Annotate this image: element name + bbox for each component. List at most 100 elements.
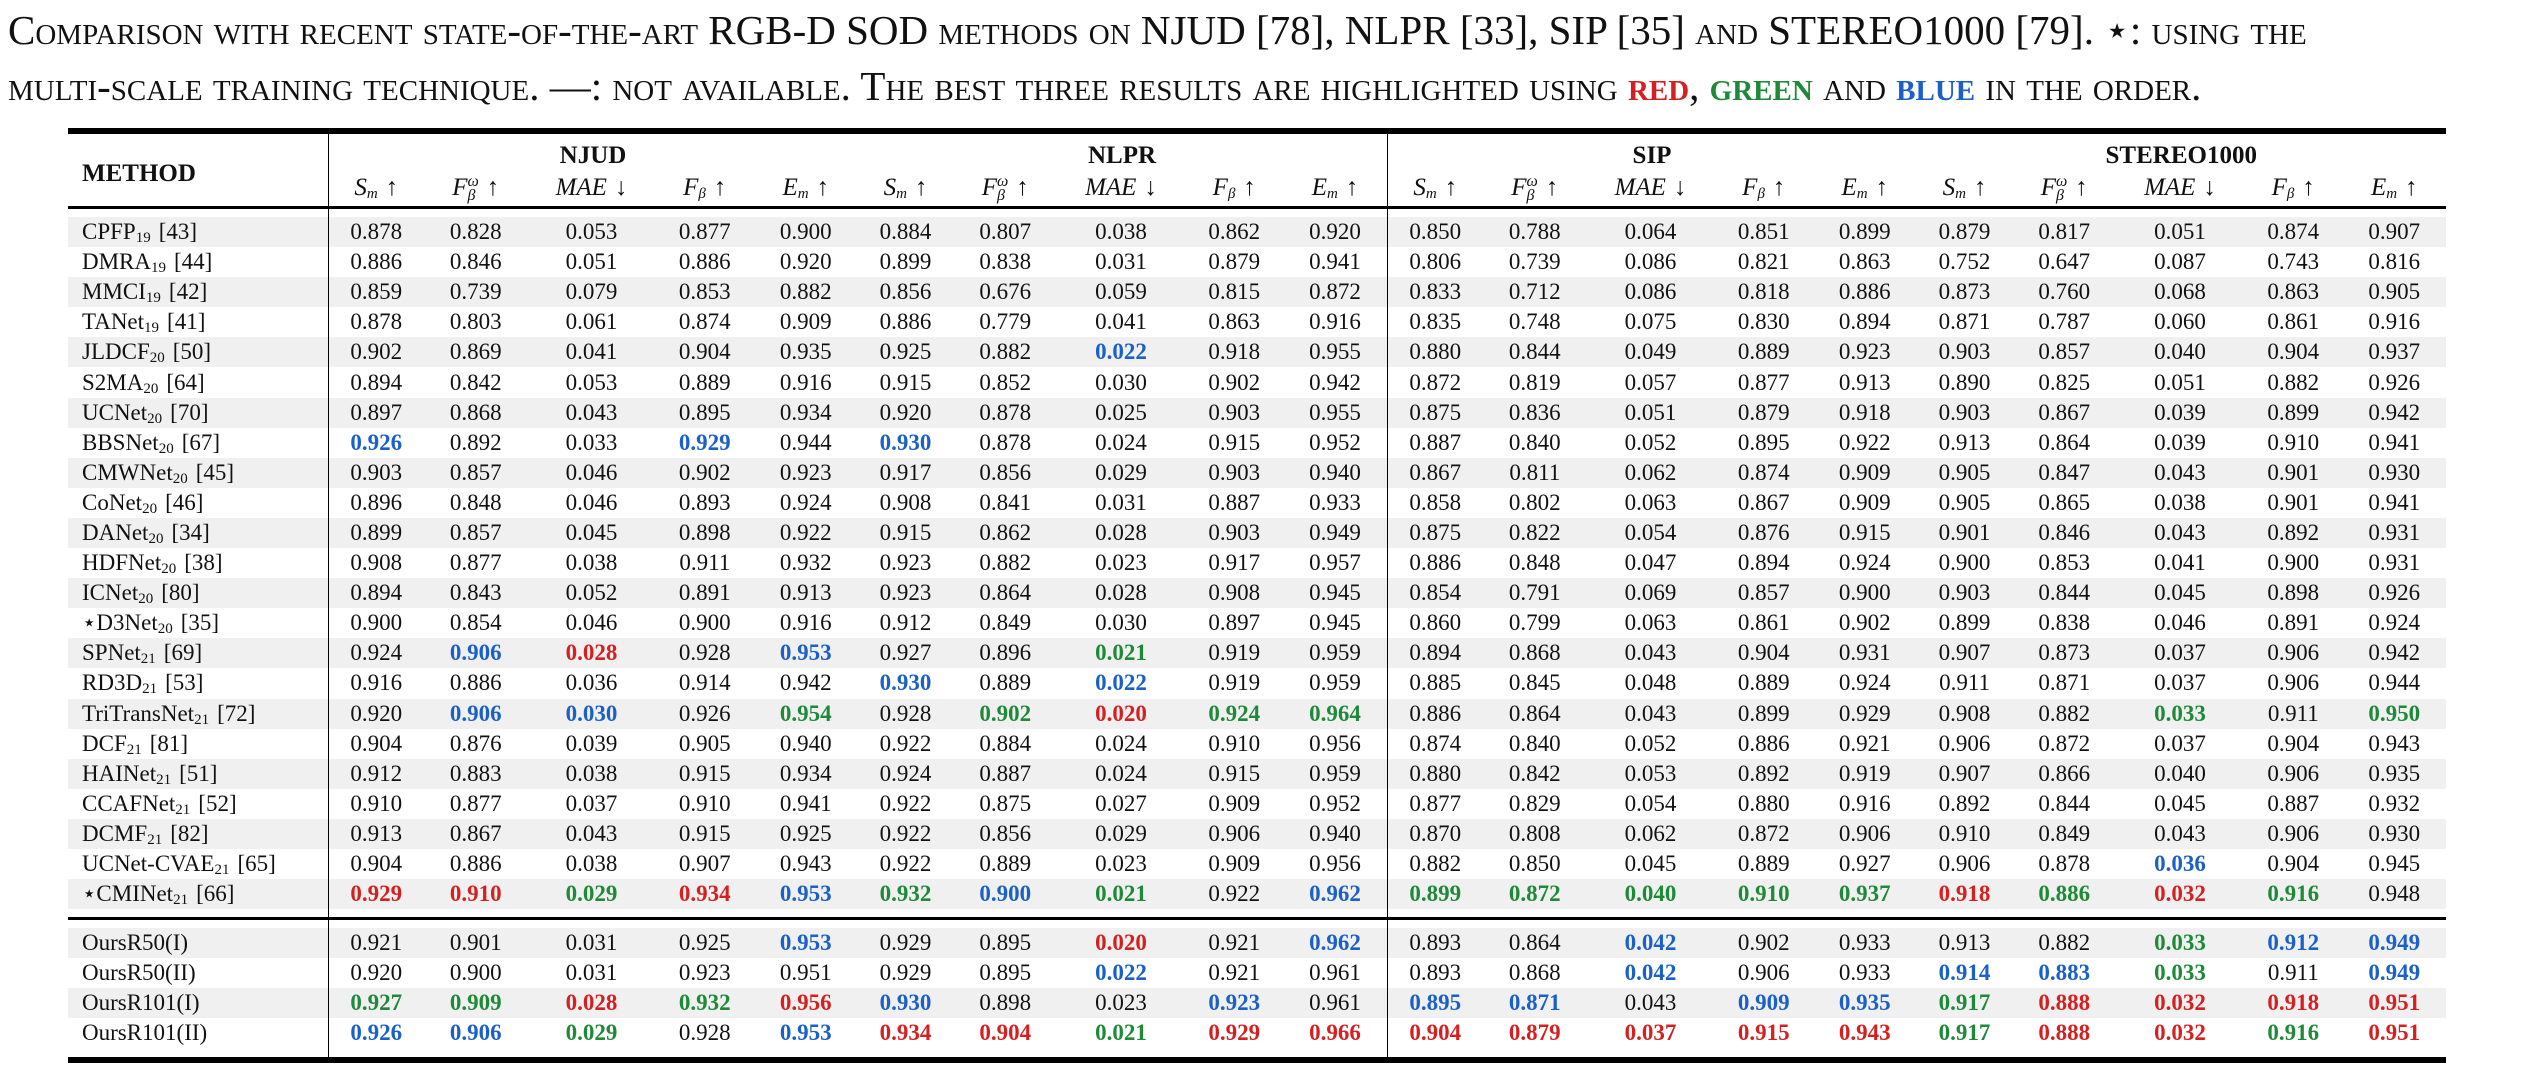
score-cell: 0.887 xyxy=(953,758,1057,789)
score-cell: 0.953 xyxy=(754,928,858,959)
metric-header: MAE ↓ xyxy=(1056,170,1186,209)
score-cell: 0.877 xyxy=(655,217,755,248)
score-cell: 0.952 xyxy=(1283,427,1388,458)
metric-header: Em ↑ xyxy=(1283,170,1388,209)
score-cell: 0.779 xyxy=(953,307,1057,338)
spacer-cell xyxy=(2012,1048,2116,1063)
score-cell: 0.941 xyxy=(754,788,858,819)
score-cell: 0.882 xyxy=(2012,928,2116,959)
score-cell: 0.944 xyxy=(754,427,858,458)
score-cell: 0.043 xyxy=(2115,818,2245,849)
method-name: CPFP19 [43] xyxy=(68,217,328,248)
method-reference: [66] xyxy=(196,881,235,907)
spacer-cell xyxy=(424,909,528,919)
score-cell: 0.910 xyxy=(1714,879,1814,910)
score-cell: 0.866 xyxy=(2012,758,2116,789)
spacer-cell xyxy=(68,207,328,217)
score-cell: 0.038 xyxy=(2115,487,2245,518)
metric-subscript: m xyxy=(366,186,378,202)
score-cell: 0.922 xyxy=(754,517,858,549)
spacer-cell xyxy=(527,909,656,919)
score-cell: 0.857 xyxy=(1714,578,1814,609)
score-cell: 0.021 xyxy=(1056,638,1186,669)
score-cell: 0.846 xyxy=(2012,517,2116,549)
score-cell: 0.047 xyxy=(1586,548,1715,579)
score-cell: 0.929 xyxy=(327,879,425,910)
up-arrow-icon: ↑ xyxy=(2075,174,2088,201)
score-cell: 0.874 xyxy=(2244,217,2343,248)
spacer-cell xyxy=(1916,1048,2013,1063)
score-cell: 0.918 xyxy=(1185,337,1284,368)
score-cell: 0.923 xyxy=(1185,988,1284,1019)
score-cell: 0.029 xyxy=(1056,818,1186,849)
method-name: CCAFNet21 [52] xyxy=(68,788,328,819)
caption-comma: , xyxy=(1689,63,1710,109)
method-reference: [52] xyxy=(198,790,237,816)
score-cell: 0.045 xyxy=(2115,578,2245,609)
metric-symbol: F xyxy=(1511,174,1527,201)
score-cell: 0.033 xyxy=(2115,958,2245,989)
score-cell: 0.889 xyxy=(953,848,1057,880)
score-cell: 0.864 xyxy=(1483,928,1587,959)
score-cell: 0.062 xyxy=(1586,818,1715,849)
score-cell: 0.904 xyxy=(327,848,425,880)
score-cell: 0.915 xyxy=(1185,427,1284,458)
score-cell: 0.942 xyxy=(754,668,858,699)
score-cell: 0.882 xyxy=(2012,698,2116,729)
metric-subscript: β xyxy=(1757,186,1765,202)
score-cell: 0.900 xyxy=(424,958,528,989)
up-arrow-icon: ↑ xyxy=(1016,174,1029,201)
score-cell: 0.903 xyxy=(1185,397,1284,428)
method-label: DCF xyxy=(82,730,127,756)
score-cell: 0.872 xyxy=(2012,728,2116,759)
score-cell: 0.926 xyxy=(327,427,425,458)
method-label: UCNet xyxy=(82,399,148,425)
metric-symbol: E xyxy=(782,174,798,201)
score-cell: 0.878 xyxy=(953,427,1057,458)
score-cell: 0.030 xyxy=(1056,608,1186,639)
score-cell: 0.802 xyxy=(1483,487,1587,518)
score-cell: 0.852 xyxy=(953,367,1057,398)
score-cell: 0.932 xyxy=(655,988,755,1019)
score-cell: 0.903 xyxy=(1916,397,2013,428)
score-cell: 0.886 xyxy=(424,668,528,699)
spacer-cell xyxy=(1813,207,1917,217)
table-row: S2MA20 [64] 0.894 0.842 0.053 0.889 0.916 0.915… xyxy=(68,367,2446,398)
method-label: OursR101(I) xyxy=(82,990,200,1016)
spacer-cell xyxy=(2012,909,2116,919)
score-cell: 0.916 xyxy=(1283,307,1388,338)
score-cell: 0.905 xyxy=(655,728,755,759)
score-cell: 0.924 xyxy=(2342,608,2446,639)
score-cell: 0.876 xyxy=(424,728,528,759)
score-cell: 0.912 xyxy=(2244,928,2343,959)
score-cell: 0.024 xyxy=(1056,758,1186,789)
metric-subscript: β xyxy=(1227,186,1236,202)
method-reference: [51] xyxy=(179,760,218,786)
score-cell: 0.922 xyxy=(1813,427,1917,458)
score-cell: 0.833 xyxy=(1386,277,1484,308)
up-arrow-icon: ↑ xyxy=(1444,174,1458,201)
table-row: TANet19 [41] 0.878 0.803 0.061 0.874 0.909 0.88… xyxy=(68,307,2446,338)
score-cell: 0.032 xyxy=(2115,1018,2245,1049)
score-cell: 0.748 xyxy=(1483,307,1587,338)
score-cell: 0.930 xyxy=(2342,818,2446,849)
score-cell: 0.867 xyxy=(424,818,528,849)
header-dataset-row: METHOD NJUD NLPR SIP STEREO1000 xyxy=(68,128,2446,209)
score-cell: 0.048 xyxy=(1586,668,1715,699)
method-year: 21 xyxy=(142,681,158,698)
score-cell: 0.920 xyxy=(327,698,425,729)
score-cell: 0.910 xyxy=(327,788,425,819)
metric-superscript: ω xyxy=(467,173,479,191)
table-row: RD3D21 [53] 0.916 0.886 0.036 0.914 0.942 0.930… xyxy=(68,668,2446,699)
metric-symbol: MAE xyxy=(2144,174,2196,201)
spacer-cell xyxy=(2342,207,2446,217)
metric-header: Sm ↑ xyxy=(327,170,425,209)
score-cell: 0.904 xyxy=(1714,638,1814,669)
score-cell: 0.041 xyxy=(527,337,656,368)
score-cell: 0.875 xyxy=(1386,397,1484,428)
score-cell: 0.079 xyxy=(527,277,656,308)
score-cell: 0.816 xyxy=(2342,247,2446,278)
method-year: 20 xyxy=(161,561,177,578)
score-cell: 0.956 xyxy=(1283,848,1388,880)
